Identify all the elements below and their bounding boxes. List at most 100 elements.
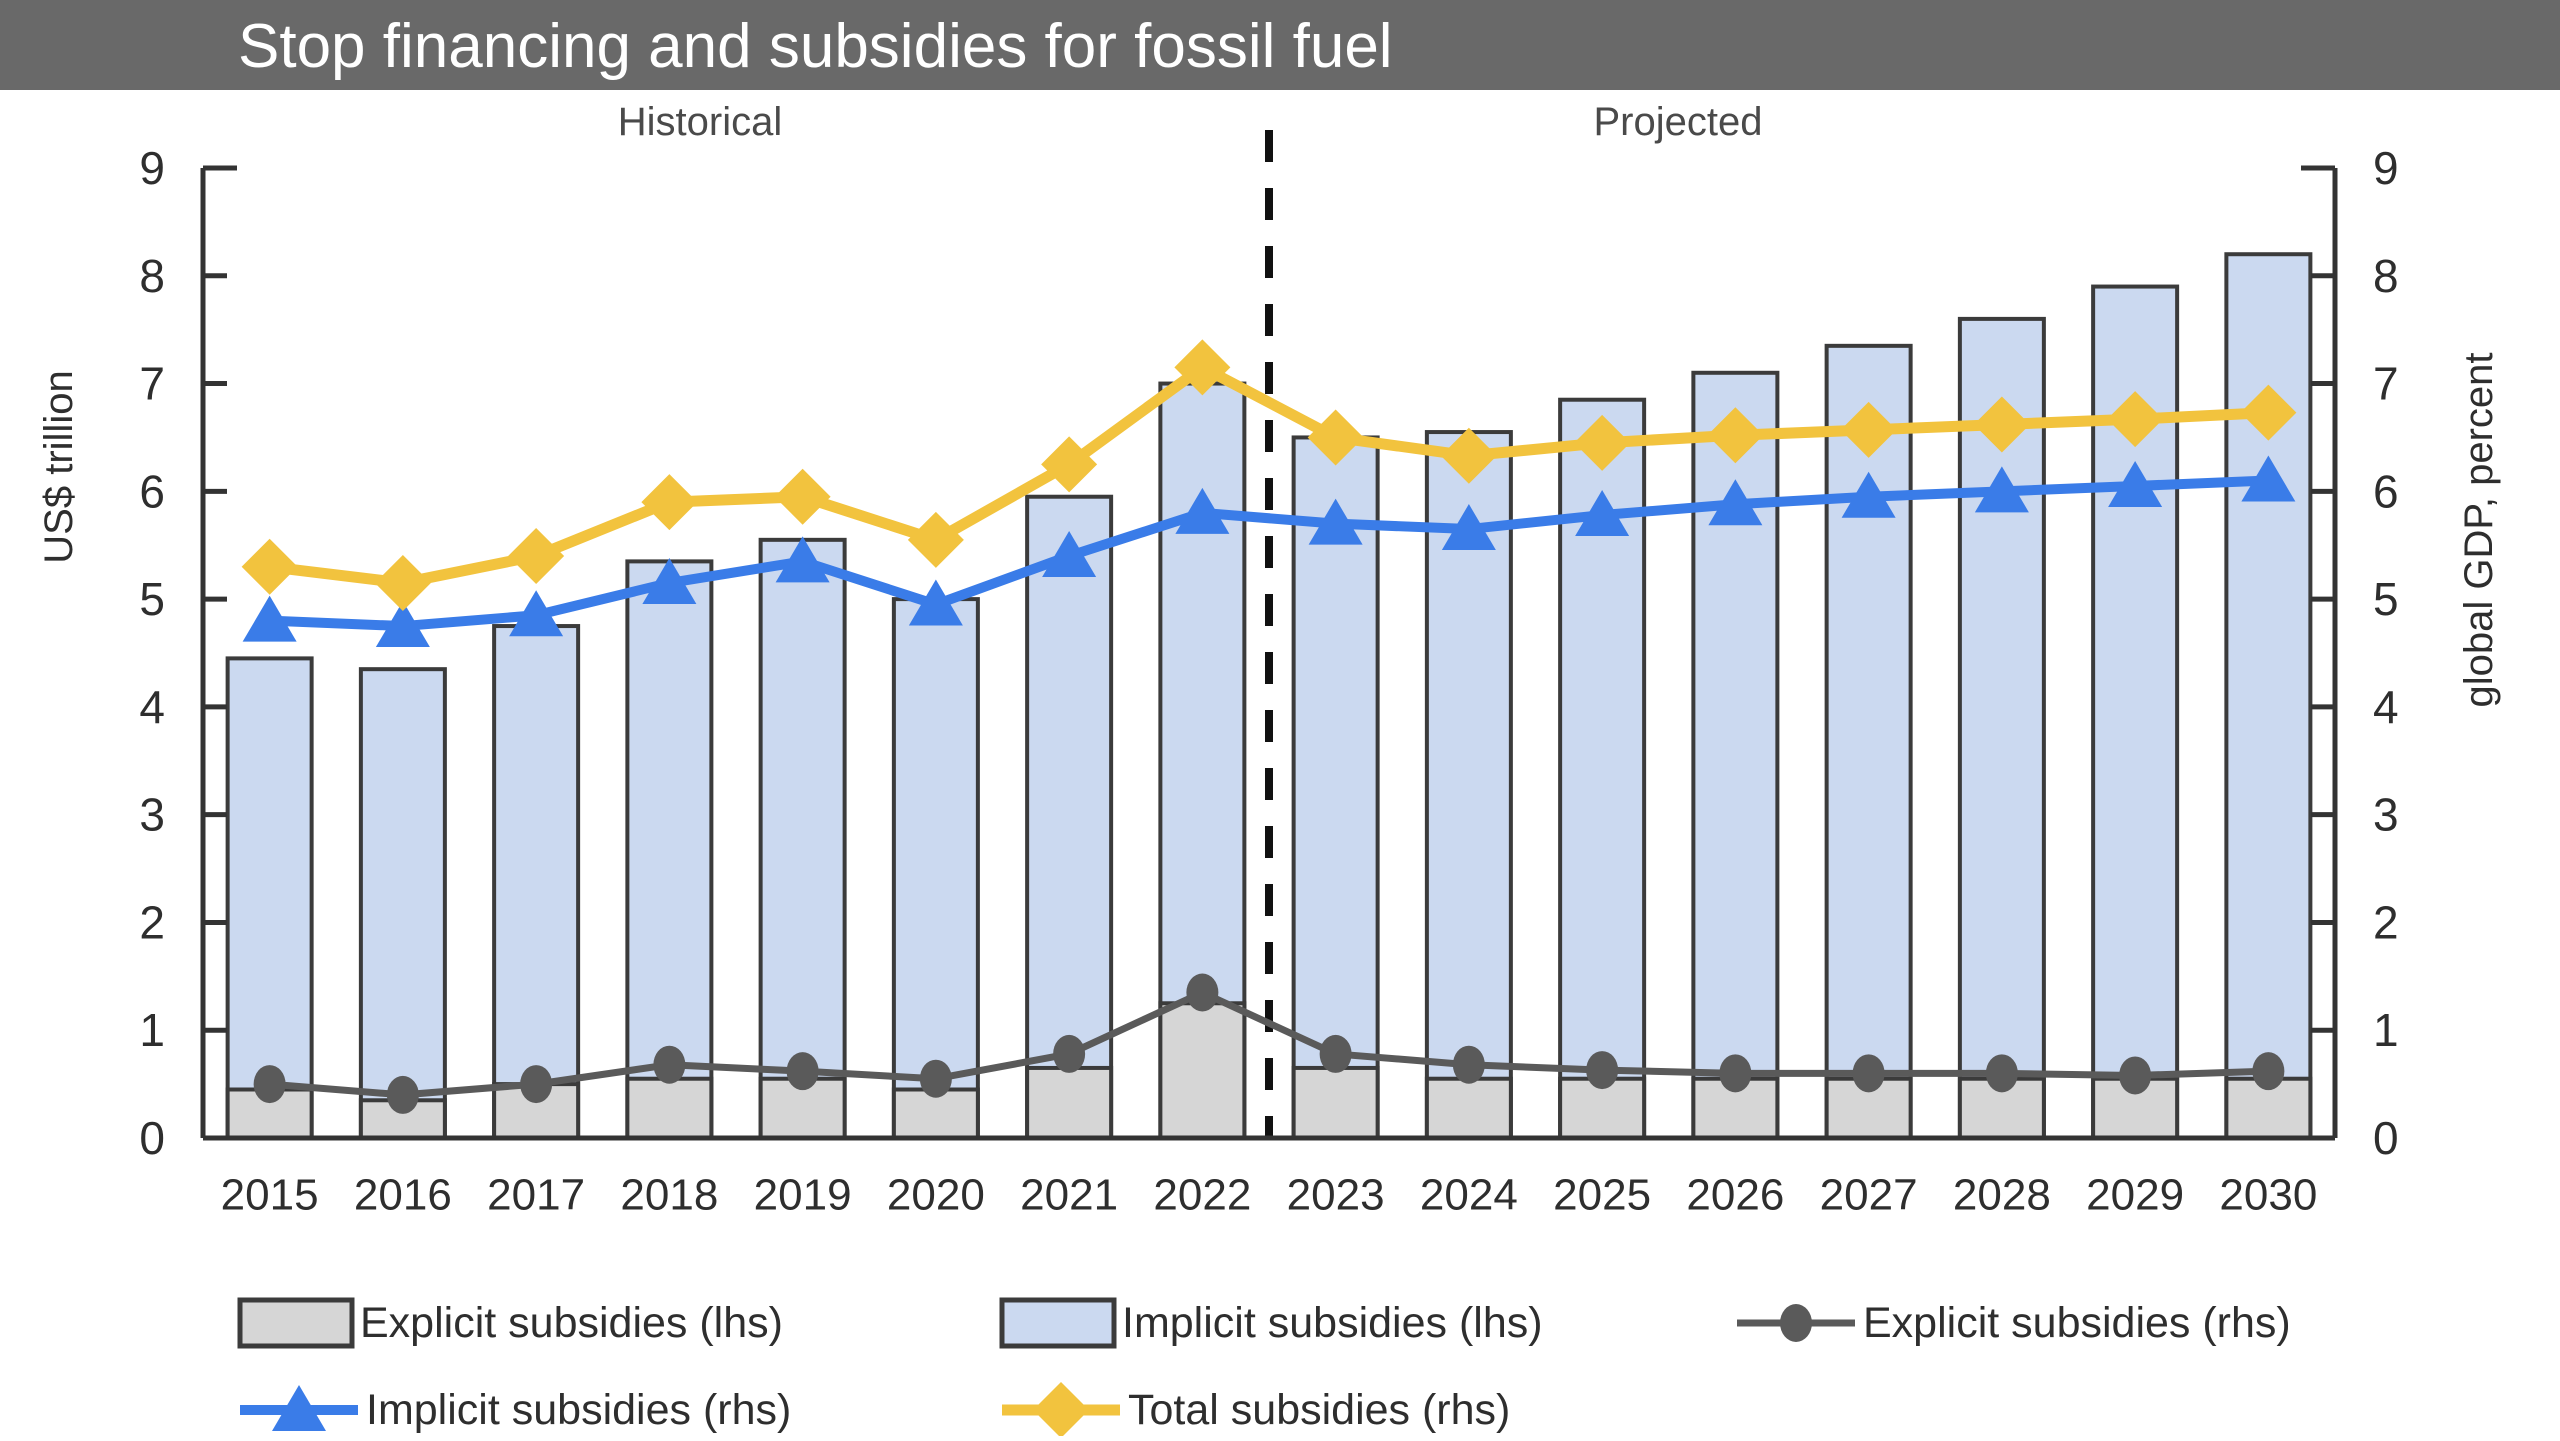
implicit-rhs-marker bbox=[908, 579, 963, 626]
explicit-rhs-marker bbox=[1186, 973, 1219, 1012]
left-axis-tick-label: 3 bbox=[139, 789, 165, 841]
total-rhs-marker bbox=[1174, 339, 1231, 396]
right-axis-tick-label: 3 bbox=[2373, 789, 2399, 841]
explicit-rhs-marker bbox=[386, 1075, 419, 1114]
left-axis-tick-label: 5 bbox=[139, 573, 165, 625]
explicit-rhs-marker bbox=[253, 1065, 286, 1104]
total-rhs-marker bbox=[1041, 436, 1098, 493]
legend-label: Explicit subsidies (lhs) bbox=[360, 1299, 783, 1347]
x-axis-year-label: 2017 bbox=[487, 1171, 585, 1220]
total-rhs-marker bbox=[1707, 407, 1764, 464]
total-rhs-marker bbox=[2107, 391, 2164, 448]
implicit-rhs-marker bbox=[1042, 531, 1097, 577]
legend-item bbox=[237, 1297, 355, 1349]
bar-implicit-lhs bbox=[1957, 316, 2046, 1140]
total-rhs-marker bbox=[641, 474, 698, 531]
x-axis-year-label: 2028 bbox=[1953, 1171, 2051, 1220]
bar-explicit-lhs bbox=[1158, 1001, 1247, 1140]
legend-label: Total subsidies (rhs) bbox=[1128, 1386, 1510, 1434]
bar-explicit-lhs bbox=[1025, 1065, 1114, 1141]
total-rhs-marker bbox=[1973, 396, 2030, 453]
left-axis-tick-label: 6 bbox=[139, 465, 165, 517]
x-axis-year-label: 2022 bbox=[1153, 1171, 1251, 1220]
x-axis-year-label: 2030 bbox=[2219, 1171, 2317, 1220]
total-rhs-marker bbox=[374, 554, 431, 611]
explicit-rhs-marker bbox=[1319, 1034, 1352, 1073]
explicit-rhs-marker bbox=[2252, 1052, 2285, 1091]
explicit-rhs-marker bbox=[520, 1065, 553, 1104]
legend-item bbox=[1737, 1304, 1855, 1342]
explicit-rhs-marker bbox=[1852, 1054, 1885, 1093]
right-axis-title: global GDP, percent bbox=[2457, 352, 2501, 707]
left-axis-tick-label: 4 bbox=[139, 681, 165, 733]
line-series-triangle bbox=[242, 455, 2296, 648]
bar-implicit-lhs bbox=[225, 656, 314, 1141]
series-line bbox=[269, 989, 2269, 1099]
x-axis-year-label: 2027 bbox=[1820, 1171, 1918, 1220]
x-axis-year-label: 2024 bbox=[1420, 1171, 1518, 1220]
legend-label: Implicit subsidies (rhs) bbox=[366, 1386, 791, 1434]
implicit-rhs-marker bbox=[1841, 471, 1896, 518]
bar-explicit-lhs bbox=[1424, 1076, 1513, 1141]
explicit-rhs-marker bbox=[1985, 1054, 2018, 1093]
x-axis-year-label: 2019 bbox=[754, 1171, 852, 1220]
fossil-subsidies-chart: 0 1 2 3 4 5 6 7 8 9 0 1 2 3 4 5 6 7 8 9 2015 2016 2017 2018 2019… bbox=[0, 90, 2560, 1438]
line-series-diamond bbox=[241, 339, 2297, 611]
period-annotation: Historical bbox=[618, 100, 782, 144]
right-axis-tick-label: 4 bbox=[2373, 681, 2399, 733]
x-axis-year-label: 2023 bbox=[1287, 1171, 1385, 1220]
left-axis-title: US$ trillion bbox=[37, 370, 81, 563]
explicit-rhs-marker bbox=[786, 1052, 819, 1091]
implicit-rhs-marker bbox=[509, 590, 564, 637]
total-rhs-marker bbox=[1440, 427, 1497, 484]
implicit-rhs-marker bbox=[2241, 455, 2296, 502]
bar-explicit-lhs bbox=[1291, 1065, 1380, 1141]
left-axis-tick-label: 1 bbox=[139, 1004, 165, 1056]
explicit-rhs-marker bbox=[1452, 1045, 1485, 1084]
implicit-rhs-marker bbox=[642, 557, 697, 604]
x-axis-year-label: 2016 bbox=[354, 1171, 452, 1220]
series-line bbox=[268, 361, 2269, 589]
bar-implicit-lhs bbox=[358, 667, 447, 1141]
explicit-rhs-marker bbox=[1053, 1034, 1086, 1073]
bar-implicit-lhs bbox=[2224, 252, 2313, 1140]
implicit-rhs-marker bbox=[272, 1385, 326, 1431]
explicit-rhs-marker bbox=[919, 1059, 952, 1098]
implicit-rhs-marker bbox=[775, 536, 830, 583]
x-axis-year-label: 2021 bbox=[1020, 1171, 1118, 1220]
right-axis-tick-label: 6 bbox=[2373, 465, 2399, 517]
right-axis-tick-label: 7 bbox=[2373, 358, 2399, 410]
right-axis-tick-label: 0 bbox=[2373, 1112, 2399, 1164]
implicit-rhs-marker bbox=[1974, 466, 2029, 513]
total-rhs-marker bbox=[241, 538, 298, 595]
bar-implicit-lhs bbox=[1291, 435, 1380, 1140]
implicit-rhs-marker bbox=[1308, 498, 1363, 545]
left-axis-tick-label: 0 bbox=[139, 1112, 165, 1164]
total-rhs-marker bbox=[1840, 401, 1897, 458]
legend-swatch-explicit-bar bbox=[237, 1297, 355, 1349]
x-axis-year-label: 2025 bbox=[1553, 1171, 1651, 1220]
implicit-rhs-marker bbox=[375, 601, 430, 648]
bar-explicit-lhs bbox=[358, 1098, 447, 1140]
legend-label: Explicit subsidies (rhs) bbox=[1863, 1299, 2291, 1347]
left-axis-tick-label: 9 bbox=[139, 142, 165, 194]
total-rhs-marker bbox=[907, 511, 964, 568]
legend-label: Implicit subsidies (lhs) bbox=[1122, 1299, 1543, 1347]
x-axis-year-label: 2018 bbox=[620, 1171, 718, 1220]
total-rhs-marker bbox=[508, 528, 565, 584]
left-axis-tick-label: 7 bbox=[139, 358, 165, 410]
bar-implicit-lhs bbox=[758, 537, 847, 1141]
explicit-rhs-marker bbox=[653, 1045, 686, 1084]
explicit-rhs-marker bbox=[1719, 1054, 1752, 1093]
implicit-rhs-marker bbox=[1441, 504, 1496, 551]
axes-group bbox=[200, 165, 2338, 1141]
total-rhs-marker bbox=[774, 468, 831, 525]
right-axis-tick-label: 2 bbox=[2373, 896, 2399, 948]
bar-implicit-lhs bbox=[492, 624, 581, 1140]
slide-title: Stop financing and subsidies for fossil … bbox=[238, 12, 1393, 81]
x-axis-year-label: 2026 bbox=[1686, 1171, 1784, 1220]
x-axis-year-label: 2020 bbox=[887, 1171, 985, 1220]
implicit-rhs-marker bbox=[1575, 490, 1630, 537]
total-rhs-marker bbox=[1033, 1382, 1089, 1438]
implicit-rhs-marker bbox=[1708, 479, 1763, 526]
